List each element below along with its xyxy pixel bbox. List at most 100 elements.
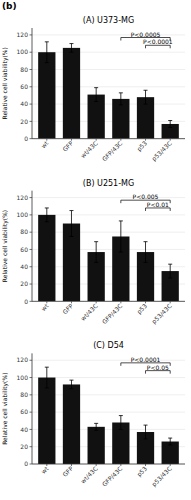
error-stem [170,264,171,278]
panel-label: (b) [2,1,17,11]
error-cap [144,425,148,426]
x-tick-label: GFP [61,464,75,478]
bracket-line [146,45,171,48]
y-axis-label: Relative cell viability(%) [1,47,9,119]
error-cap [168,264,172,265]
error-cap [94,87,98,88]
y-tick-label: 100 [17,48,29,55]
significance-label: P<0.0005 [131,31,161,38]
y-tick-label: 20 [20,280,28,287]
error-bar [69,44,73,53]
error-cap [144,90,148,91]
error-stem [46,208,47,222]
error-bar [45,367,49,388]
y-tick-label: 0 [24,298,28,305]
error-cap [45,62,49,63]
grid-line [32,360,185,361]
x-tick-label: GFP/43C [101,139,124,162]
x-tick-label: p53 [135,302,149,316]
error-stem [120,93,121,105]
error-cap [69,210,73,211]
background [0,0,191,500]
x-tick [145,464,146,466]
y-tick-label: 120 [17,31,29,38]
x-tick-label: GFP [61,139,75,153]
y-tick-label: 40 [20,426,28,433]
x-tick-label: wt [39,302,50,313]
error-bar [45,208,49,222]
error-stem [145,242,146,263]
marks [38,42,179,139]
x-tick-label: wt/43C [79,139,99,159]
error-cap [69,52,73,53]
x-tick [46,139,47,141]
error-cap [168,277,172,278]
x-tick-label: wt/43C [79,302,99,322]
error-stem [46,367,47,388]
chart-title: (C) D54 [93,341,124,350]
y-tick-label: 120 [17,356,29,363]
error-cap [119,429,123,430]
marks [38,208,179,301]
x-tick-label: wt/43C [79,465,99,485]
error-bar [94,423,98,430]
grid-line [32,464,185,465]
error-bar [45,42,49,63]
error-stem [71,380,72,389]
grid-line [32,197,185,198]
error-cap [45,207,49,208]
panel: (C) D54Relative cell viability(%)0204060… [1,341,185,488]
x-axis-line [32,464,185,465]
bar [38,215,55,301]
error-stem [96,88,97,102]
error-cap [144,262,148,263]
y-tick-label: 60 [20,246,28,253]
bar [38,52,55,138]
error-bar [144,90,148,104]
error-bar [119,416,123,430]
y-tick-label: 80 [20,66,28,73]
error-cap [94,423,98,424]
y-tick-label: 100 [17,374,29,381]
significance-bracket [146,45,171,48]
error-cap [69,43,73,44]
grid-line [32,34,185,35]
error-bar [94,88,98,102]
significance-label: P<0.0001 [131,356,161,363]
y-tick-label: 80 [20,391,28,398]
x-tick-label: p53 [135,465,149,479]
significance-label: P<0.01 [147,201,169,208]
bar [38,378,55,464]
error-cap [69,236,73,237]
x-tick [170,301,171,303]
bracket-line [146,208,171,211]
y-tick-label: 100 [17,211,29,218]
x-tick-label: p53 [135,139,149,153]
significance-label: P<0.0001 [143,38,173,45]
error-cap [168,120,172,121]
x-tick [96,139,97,141]
error-cap [168,444,172,445]
bar [88,427,105,464]
error-cap [69,388,73,389]
bar [162,442,179,464]
bar [63,48,80,139]
bracket-line [146,371,171,374]
x-tick-label: p53/43C [150,302,174,326]
error-bar [119,221,123,252]
y-tick-label: 20 [20,443,28,450]
x-tick [71,464,72,466]
x-tick [145,301,146,303]
error-cap [45,367,49,368]
error-stem [170,438,171,445]
significance-bracket [146,371,171,374]
significance-label: P<0.005 [133,193,159,200]
x-tick [71,139,72,141]
y-tick-label: 0 [24,460,28,467]
error-cap [94,430,98,431]
error-cap [168,438,172,439]
x-tick-label: wt [39,464,50,475]
error-cap [94,101,98,102]
x-tick [96,464,97,466]
x-axis-line [32,301,185,302]
